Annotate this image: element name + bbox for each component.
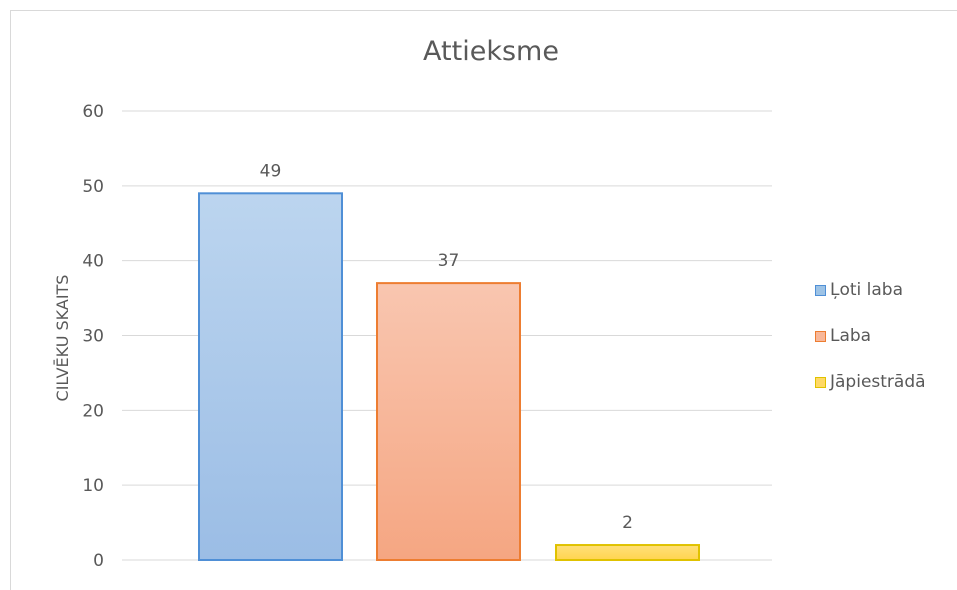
y-tick-label: 20 (82, 401, 104, 421)
legend-swatch (815, 376, 826, 388)
y-tick-label: 50 (82, 177, 104, 197)
y-tick-label: 40 (82, 252, 104, 272)
legend-label: Jāpiestrādā (830, 372, 926, 392)
y-axis-title: CILVĒKU SKAITS (53, 275, 72, 402)
bar-ļoti-laba (198, 192, 343, 561)
y-axis-ticks: 0 10 20 30 40 50 60 (82, 102, 104, 571)
legend-swatch (815, 284, 826, 296)
legend: Ļoti laba Laba Jāpiestrādā (815, 279, 926, 417)
data-labels: 49 37 2 (260, 161, 633, 533)
bar-laba (376, 282, 521, 561)
data-label: 49 (260, 161, 282, 181)
y-tick-label: 0 (93, 551, 104, 571)
chart-frame (10, 10, 957, 590)
y-tick-label: 10 (82, 476, 104, 496)
legend-swatch (815, 330, 826, 342)
data-label: 2 (622, 513, 633, 533)
y-tick-label: 30 (82, 327, 104, 347)
bar-jāpiestrādā (555, 544, 700, 561)
legend-item: Jāpiestrādā (815, 371, 926, 393)
legend-item: Ļoti laba (815, 279, 926, 301)
legend-label: Ļoti laba (830, 280, 904, 300)
chart-title: Attieksme (423, 36, 559, 67)
bars (198, 192, 700, 561)
y-tick-label: 60 (82, 102, 104, 122)
legend-label: Laba (830, 326, 872, 346)
legend-item: Laba (815, 325, 926, 347)
data-label: 37 (438, 251, 460, 271)
